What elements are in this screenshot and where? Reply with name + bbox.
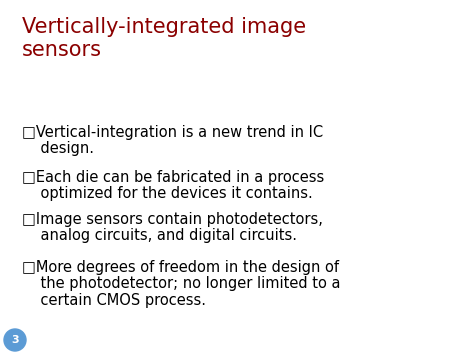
Text: □More degrees of freedom in the design of: □More degrees of freedom in the design o… xyxy=(22,260,339,275)
Text: the photodetector; no longer limited to a: the photodetector; no longer limited to … xyxy=(22,276,340,291)
Text: □Each die can be fabricated in a process: □Each die can be fabricated in a process xyxy=(22,170,324,185)
Circle shape xyxy=(4,329,26,351)
Text: □Vertical-integration is a new trend in IC: □Vertical-integration is a new trend in … xyxy=(22,125,323,140)
Text: □Image sensors contain photodetectors,: □Image sensors contain photodetectors, xyxy=(22,212,323,227)
Text: 3: 3 xyxy=(11,335,19,345)
Text: optimized for the devices it contains.: optimized for the devices it contains. xyxy=(22,186,313,201)
Text: analog circuits, and digital circuits.: analog circuits, and digital circuits. xyxy=(22,228,297,243)
Text: certain CMOS process.: certain CMOS process. xyxy=(22,293,206,307)
Text: Vertically-integrated image
sensors: Vertically-integrated image sensors xyxy=(22,17,306,60)
Text: design.: design. xyxy=(22,141,94,156)
